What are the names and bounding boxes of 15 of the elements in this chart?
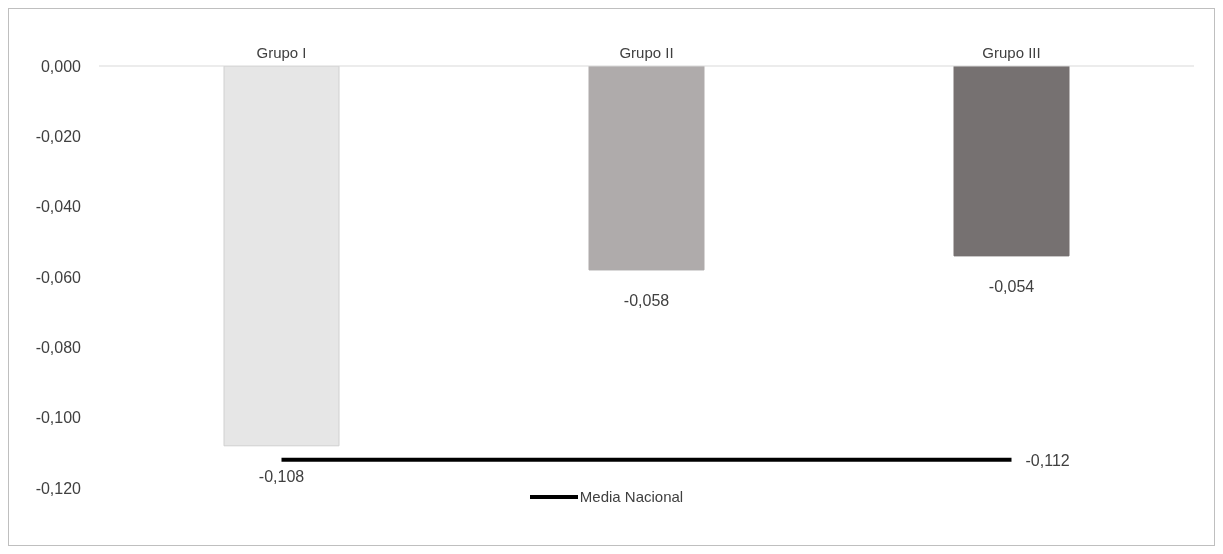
y-tick-label: -0,100 [35, 409, 82, 427]
y-tick-label: -0,060 [35, 268, 82, 286]
y-tick-label: -0,040 [35, 198, 82, 216]
data-label: -0,054 [988, 277, 1035, 295]
y-tick-label: -0,080 [35, 339, 82, 357]
x-tick-label: Grupo III [982, 44, 1041, 61]
x-tick-label: Grupo II [619, 44, 674, 61]
data-label: -0,058 [623, 291, 670, 309]
data-label: -0,112 [1025, 451, 1070, 469]
data-label: -0,108 [258, 467, 305, 485]
legend-label: Media Nacional [578, 488, 684, 505]
x-tick-label: Grupo I [256, 44, 307, 61]
y-tick-label: 0,000 [40, 57, 82, 75]
y-tick-label: -0,020 [35, 128, 82, 146]
y-tick-label: -0,120 [35, 479, 82, 497]
